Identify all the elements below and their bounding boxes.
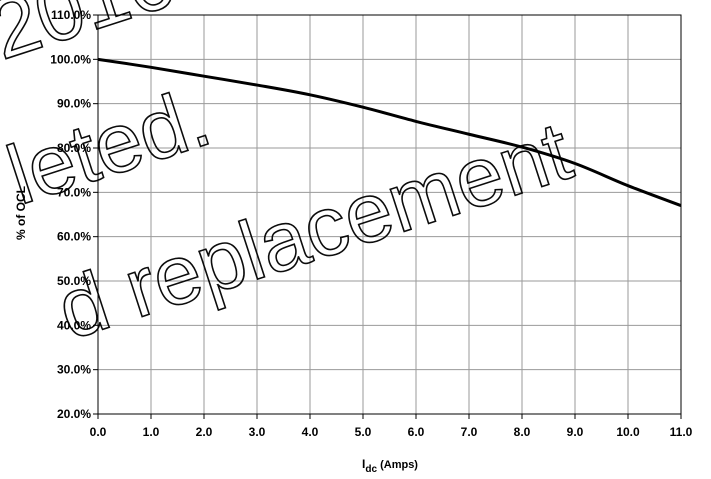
y-tick-label: 100.0% (50, 52, 91, 66)
x-tick-label: 2.0 (196, 425, 213, 439)
y-tick-label: 90.0% (57, 97, 91, 111)
x-axis-label-unit: (Amps) (377, 459, 418, 471)
watermark-line-2: leted. (0, 69, 221, 222)
x-tick-label: 0.0 (90, 425, 107, 439)
y-tick-label: 50.0% (57, 274, 91, 288)
y-tick-label: 80.0% (57, 141, 91, 155)
x-axis-label-sub: dc (365, 464, 377, 475)
x-tick-label: 6.0 (408, 425, 425, 439)
y-tick-label: 30.0% (57, 363, 91, 377)
x-tick-labels: 0.0 1.0 2.0 3.0 4.0 5.0 6.0 7.0 8.0 9.0 10.0 11.0 (90, 414, 693, 439)
x-tick-label: 5.0 (355, 425, 372, 439)
x-tick-label: 9.0 (567, 425, 584, 439)
x-axis-label: Idc (Amps) (362, 457, 418, 475)
x-tick-label: 3.0 (249, 425, 266, 439)
y-tick-label: 40.0% (57, 318, 91, 332)
x-tick-label: 11.0 (670, 425, 693, 439)
watermark-line-1: 2016 c (0, 0, 247, 77)
x-tick-label: 8.0 (514, 425, 531, 439)
x-tick-label: 7.0 (461, 425, 478, 439)
series-line (97, 57, 682, 208)
y-tick-label: 60.0% (57, 230, 91, 244)
y-tick-label: 20.0% (57, 407, 91, 421)
y-tick-label: 110.0% (51, 8, 91, 22)
x-tick-label: 1.0 (143, 425, 160, 439)
x-tick-label: 10.0 (616, 425, 640, 439)
y-tick-label: 70.0% (57, 185, 91, 199)
y-tick-labels: 20.0% 30.0% 40.0% 50.0% 60.0% 70.0% 80.0% 90.0%… (50, 8, 98, 421)
y-axis-label: % of OCL (14, 186, 28, 240)
x-tick-label: 4.0 (302, 425, 319, 439)
x-axis-label-main: I (362, 457, 365, 471)
plot-frame (97, 14, 682, 415)
